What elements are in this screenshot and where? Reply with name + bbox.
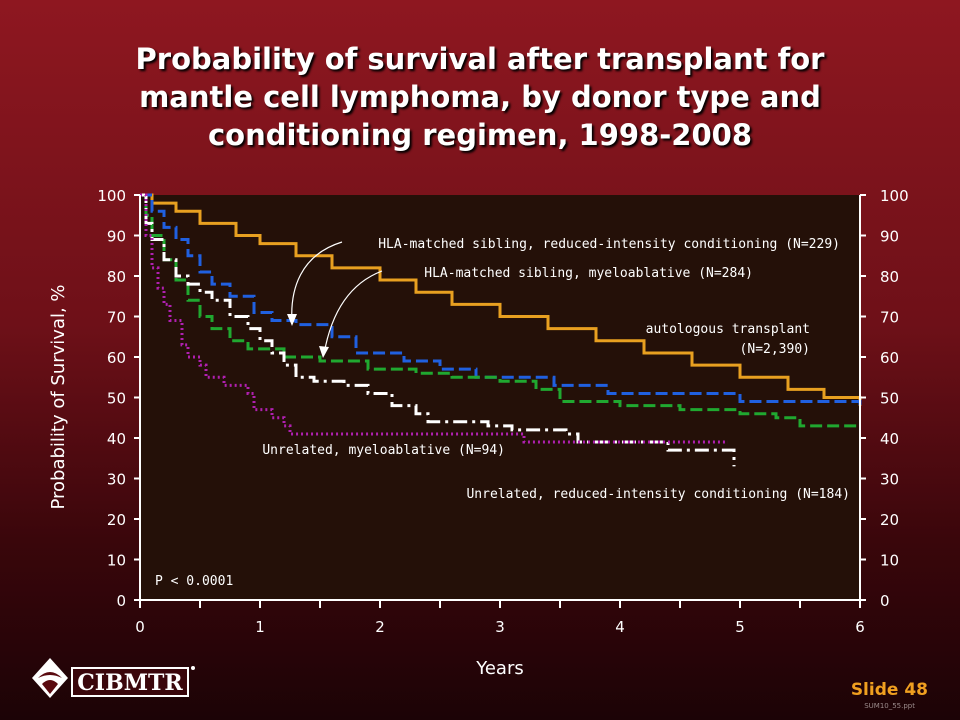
y-tick-label-right: 30 bbox=[880, 471, 899, 489]
series-labels: HLA-matched sibling, reduced-intensity c… bbox=[262, 237, 850, 502]
series-label-auto: (N=2,390) bbox=[740, 342, 810, 357]
survival-curves bbox=[140, 193, 862, 467]
x-tick-label: 0 bbox=[135, 618, 145, 636]
series-label-unrel_ric: Unrelated, reduced-intensity conditionin… bbox=[466, 487, 850, 502]
series-line-sib_ric bbox=[140, 193, 862, 406]
x-tick-label: 6 bbox=[855, 618, 865, 636]
axes bbox=[134, 194, 866, 608]
pointer-arrow-sib-ric bbox=[291, 241, 343, 323]
y-tick-label: 60 bbox=[107, 349, 126, 367]
y-tick-label-right: 100 bbox=[880, 187, 909, 205]
series-line-unrel_ric bbox=[140, 193, 736, 467]
slide-title-line: Probability of survival after transplant… bbox=[135, 42, 825, 76]
slide-title-line: conditioning regimen, 1998-2008 bbox=[207, 118, 753, 152]
y-tick-label: 70 bbox=[107, 309, 126, 327]
y-tick-label-right: 60 bbox=[880, 349, 899, 367]
y-tick-label-right: 40 bbox=[880, 430, 899, 448]
slide-title-line: mantle cell lymphoma, by donor type and bbox=[139, 80, 821, 114]
x-tick-label: 2 bbox=[375, 618, 385, 636]
y-tick-label-right: 70 bbox=[880, 309, 899, 327]
plot-area bbox=[140, 195, 860, 600]
series-label-auto: autologous transplant bbox=[646, 322, 810, 337]
arrowhead-icon bbox=[287, 314, 297, 326]
pointer-arrow-sib-mac bbox=[323, 270, 383, 355]
y-tick-label-right: 50 bbox=[880, 390, 899, 408]
x-tick-label: 5 bbox=[735, 618, 745, 636]
x-tick-label: 3 bbox=[495, 618, 505, 636]
series-label-sib_ric: HLA-matched sibling, reduced-intensity c… bbox=[378, 237, 840, 252]
cibmtr-emblem-icon bbox=[32, 658, 68, 698]
file-name: SUM10_55.ppt bbox=[864, 702, 915, 710]
y-tick-label-right: 20 bbox=[880, 511, 899, 529]
series-label-unrel_mac: Unrelated, myeloablative (N=94) bbox=[262, 443, 505, 458]
y-tick-label-right: 0 bbox=[880, 592, 890, 610]
y-tick-label-right: 10 bbox=[880, 552, 899, 570]
y-tick-label: 30 bbox=[107, 471, 126, 489]
y-axis-label: Probability of Survival, % bbox=[48, 284, 69, 509]
cibmtr-logo: CIBMTR bbox=[32, 658, 195, 698]
x-tick-label: 4 bbox=[615, 618, 625, 636]
y-tick-label: 40 bbox=[107, 430, 126, 448]
series-line-unrel_mac bbox=[140, 193, 728, 444]
y-tick-label-right: 80 bbox=[880, 268, 899, 286]
slide-title: Probability of survival after transplant… bbox=[0, 40, 960, 154]
y-tick-label: 0 bbox=[116, 592, 126, 610]
y-tick-label: 20 bbox=[107, 511, 126, 529]
p-value-annotation: P < 0.0001 bbox=[155, 574, 233, 589]
y-tick-label: 100 bbox=[97, 187, 126, 205]
y-tick-label-right: 90 bbox=[880, 228, 899, 246]
series-label-sib_mac: HLA-matched sibling, myeloablative (N=28… bbox=[424, 266, 753, 281]
y-tick-label: 80 bbox=[107, 268, 126, 286]
x-axis-label: Years bbox=[475, 658, 524, 679]
y-tick-label: 10 bbox=[107, 552, 126, 570]
y-tick-label: 90 bbox=[107, 228, 126, 246]
logo-text: CIBMTR bbox=[77, 670, 183, 696]
x-tick-label: 1 bbox=[255, 618, 265, 636]
y-tick-label: 50 bbox=[107, 390, 126, 408]
slide-number: Slide 48 bbox=[850, 680, 928, 700]
arrowhead-icon bbox=[319, 346, 329, 358]
series-line-auto bbox=[140, 193, 862, 406]
